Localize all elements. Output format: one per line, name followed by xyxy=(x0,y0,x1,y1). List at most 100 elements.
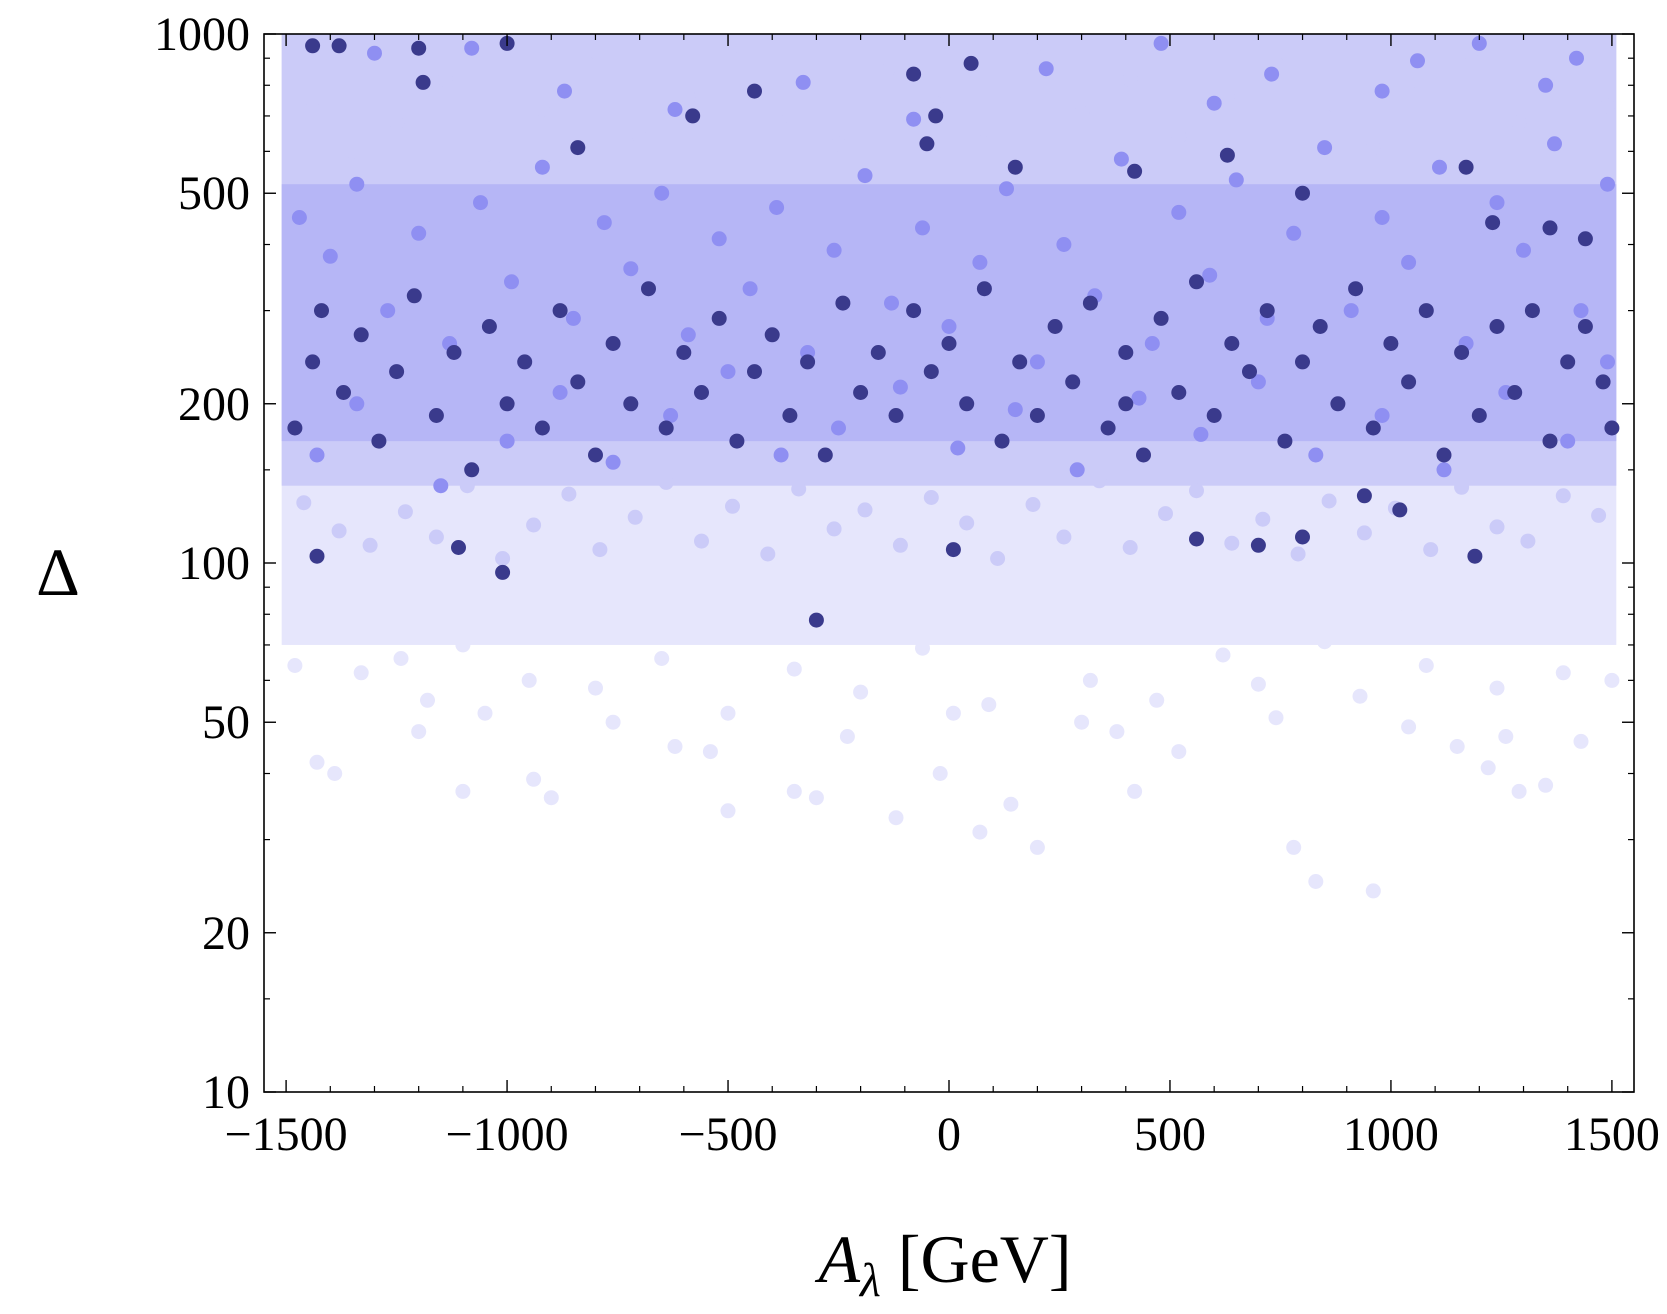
data-point xyxy=(495,551,511,566)
data-point xyxy=(623,584,639,600)
data-point xyxy=(1171,204,1187,220)
data-point xyxy=(1392,502,1408,518)
axis-ticks-layer xyxy=(264,33,1634,1093)
data-point xyxy=(1149,692,1165,708)
data-point xyxy=(1242,364,1257,380)
data-point xyxy=(1577,231,1593,247)
data-point xyxy=(1418,303,1434,319)
data-point xyxy=(972,824,988,840)
data-point xyxy=(632,129,648,144)
data-point xyxy=(1308,874,1324,889)
data-point xyxy=(945,705,961,721)
data-point xyxy=(1100,420,1116,436)
data-point xyxy=(831,136,846,152)
data-point xyxy=(680,89,696,105)
data-point xyxy=(999,181,1014,197)
data-point xyxy=(1365,420,1381,436)
data-point xyxy=(941,319,957,334)
data-point xyxy=(906,66,922,82)
data-point xyxy=(667,102,683,117)
data-point xyxy=(1153,310,1169,326)
tick-labels-layer: −1500 −1000 −500 0 500 1000 1500 10 20 50 100 200 50… xyxy=(154,8,1660,1161)
data-point xyxy=(1286,839,1302,855)
data-point xyxy=(1202,267,1218,283)
data-point xyxy=(1029,354,1045,370)
data-point xyxy=(1082,295,1098,311)
data-point xyxy=(1485,215,1501,231)
data-point xyxy=(1215,647,1231,663)
data-point xyxy=(526,771,542,787)
data-point xyxy=(945,542,961,558)
data-point xyxy=(786,661,802,677)
data-point xyxy=(1003,796,1019,812)
x-axis-title-subscript: λ xyxy=(858,1254,881,1307)
data-point xyxy=(1591,587,1607,603)
data-point xyxy=(605,336,621,351)
data-point xyxy=(389,115,405,131)
data-point xyxy=(1312,319,1328,334)
data-point xyxy=(1052,577,1067,593)
data-point xyxy=(1577,319,1593,334)
x-tick-label: 0 xyxy=(937,1108,961,1161)
data-point xyxy=(950,603,966,619)
data-point xyxy=(353,327,369,343)
data-point xyxy=(588,447,603,463)
data-point xyxy=(393,651,409,666)
data-point xyxy=(1286,582,1302,598)
data-point xyxy=(1463,45,1478,61)
data-point xyxy=(941,336,957,351)
data-point xyxy=(331,523,347,539)
data-point xyxy=(579,55,595,71)
data-point xyxy=(1025,40,1041,56)
data-point xyxy=(1321,493,1337,509)
data-point xyxy=(994,433,1010,449)
data-point xyxy=(667,739,683,754)
data-point xyxy=(451,540,466,555)
data-point xyxy=(879,63,895,79)
data-point xyxy=(1228,172,1244,188)
data-point xyxy=(1224,535,1240,551)
data-point xyxy=(380,303,396,319)
data-point xyxy=(1560,63,1576,79)
data-point xyxy=(305,38,321,54)
series-light xyxy=(296,40,1615,566)
y-tick-label: 50 xyxy=(202,696,250,749)
data-point xyxy=(1012,354,1028,370)
data-point xyxy=(928,95,944,111)
x-tick-label: 500 xyxy=(1134,1108,1206,1161)
data-point xyxy=(782,108,798,124)
data-point xyxy=(711,231,727,247)
data-point xyxy=(1600,354,1615,370)
x-axis-title-unit: [GeV] xyxy=(881,1221,1072,1297)
y-tick-label: 100 xyxy=(178,537,250,590)
data-point xyxy=(565,310,581,326)
data-point xyxy=(1122,72,1138,88)
data-point xyxy=(1219,89,1235,105)
x-tick-label: −500 xyxy=(678,1108,777,1161)
data-point xyxy=(309,447,325,463)
data-point xyxy=(1065,374,1081,390)
data-point xyxy=(349,176,365,192)
data-point xyxy=(1604,672,1620,688)
data-point xyxy=(499,396,515,412)
data-point xyxy=(570,140,586,156)
data-point xyxy=(1555,488,1571,504)
data-point xyxy=(769,200,785,215)
data-point xyxy=(782,408,798,423)
data-point xyxy=(773,447,789,463)
data-point xyxy=(1471,408,1487,423)
data-point xyxy=(596,215,612,231)
data-point xyxy=(1069,462,1085,478)
data-point xyxy=(459,478,475,494)
y-tick-label: 10 xyxy=(202,1066,250,1119)
data-point xyxy=(685,108,701,124)
data-point xyxy=(680,327,696,343)
data-point xyxy=(1418,658,1434,673)
data-point xyxy=(928,108,944,124)
data-point xyxy=(923,490,939,505)
data-point xyxy=(389,364,405,380)
data-point xyxy=(349,396,365,412)
data-point xyxy=(1047,319,1063,334)
data-point xyxy=(654,651,670,666)
